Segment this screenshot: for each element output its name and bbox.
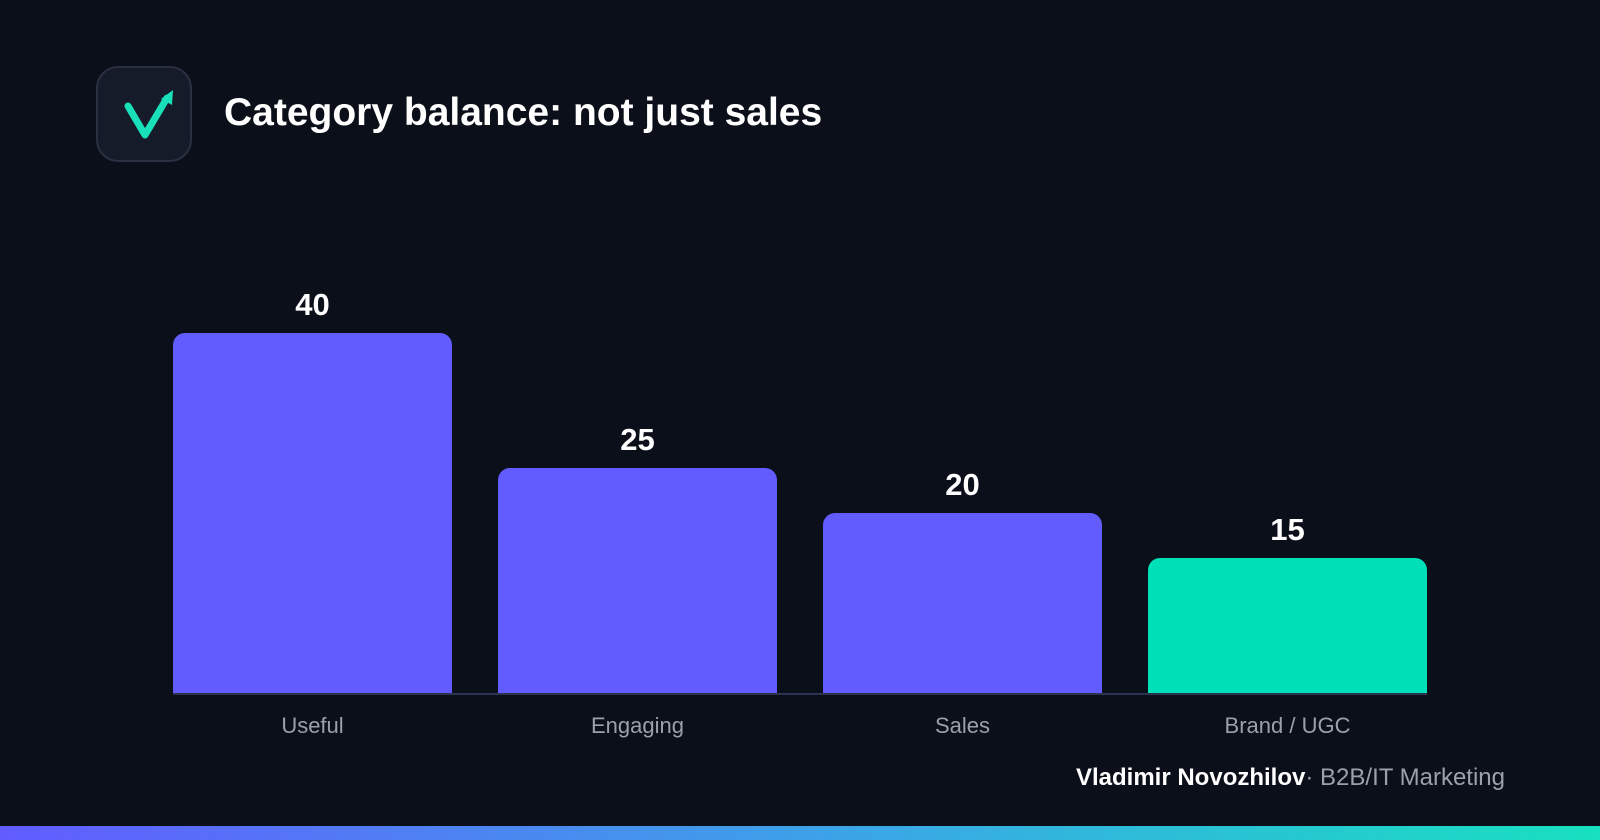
bar-value-label: 25	[620, 422, 654, 457]
bar	[498, 468, 777, 693]
page-title: Category balance: not just sales	[224, 91, 823, 134]
bottom-gradient-bar	[0, 826, 1600, 840]
brand-logo	[96, 66, 192, 162]
author-name: Vladimir Novozhilov	[1075, 764, 1306, 791]
x-tick-label: Engaging	[591, 713, 684, 738]
footer-credit: Vladimir Novozhilov· B2B/IT Marketing	[1076, 762, 1505, 794]
x-tick-label: Brand / UGC	[1225, 713, 1351, 738]
bar-base	[173, 679, 452, 693]
bar	[173, 333, 452, 693]
footer-separator: ·	[1305, 764, 1314, 791]
bar-value-label: 15	[1270, 512, 1304, 547]
bar-value-label: 20	[945, 467, 979, 502]
bar-value-label: 40	[295, 287, 329, 322]
bar-base	[823, 679, 1102, 693]
bar-base	[498, 679, 777, 693]
bar	[823, 513, 1102, 693]
v-checkmark-arrow-icon	[124, 90, 173, 139]
x-tick-label: Sales	[935, 713, 990, 738]
author-role: B2B/IT Marketing	[1320, 764, 1505, 791]
bar	[1148, 558, 1427, 693]
bar-base	[1148, 679, 1427, 693]
x-tick-label: Useful	[281, 713, 343, 738]
